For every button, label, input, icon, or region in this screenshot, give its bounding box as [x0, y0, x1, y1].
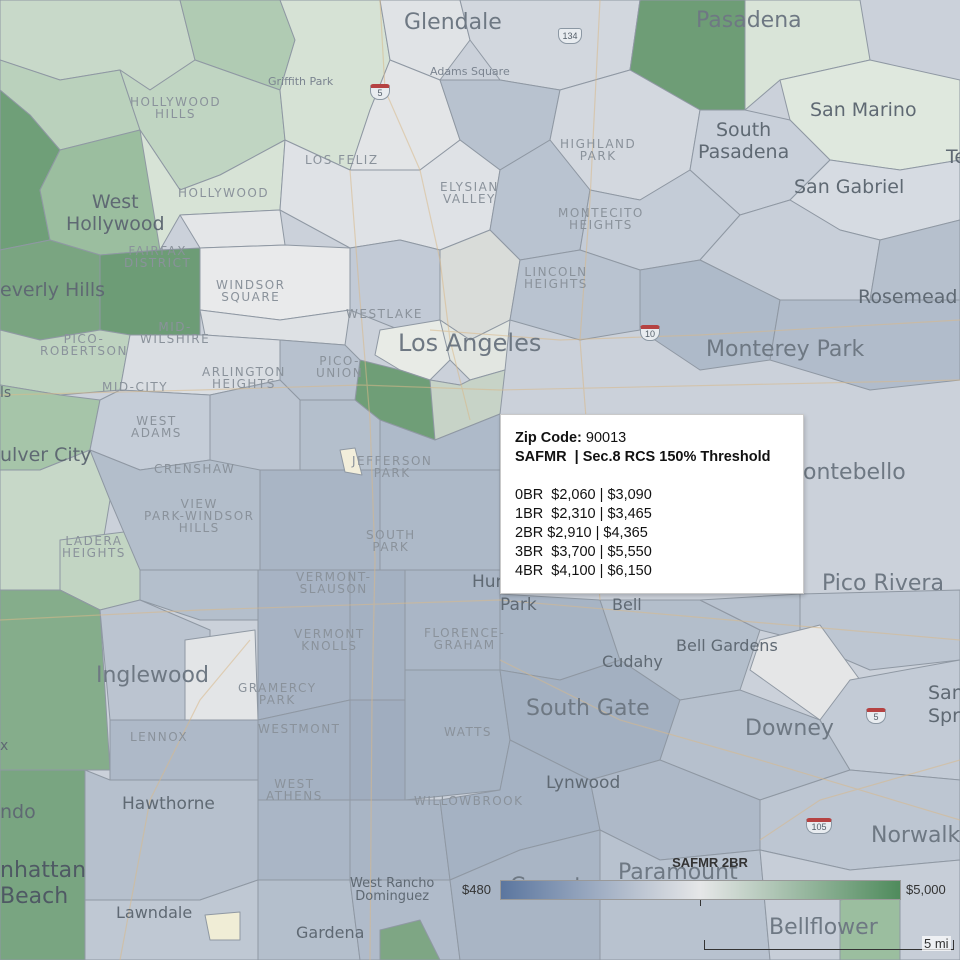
zip-region [379, 0, 471, 81]
legend-min-label: $480 [462, 882, 491, 897]
tooltip-zip-row: Zip Code: 90013 [515, 430, 789, 449]
tooltip-zip-value: 90013 [585, 430, 627, 446]
tooltip-zip-label: Zip Code: [515, 430, 582, 446]
tooltip-row-3br: 3BR $3,700 | $5,550 [515, 544, 652, 560]
zip-region [0, 239, 101, 341]
tooltip-row-1br: 1BR $2,310 | $3,465 [515, 506, 652, 522]
zip-region [0, 769, 86, 960]
zip-tooltip: Zip Code: 90013 SAFMR | Sec.8 RCS 150% T… [500, 414, 804, 594]
zip-region [199, 244, 351, 321]
route-134-shield-icon: 134 [558, 28, 582, 44]
tooltip-row-4br: 4BR $4,100 | $6,150 [515, 563, 652, 579]
zip-region [279, 339, 361, 401]
scale-label: 5 mi [922, 936, 951, 951]
zip-region [99, 247, 201, 336]
interstate-105-shield-icon: 105 [806, 818, 832, 834]
zip-region [339, 447, 363, 476]
zip-region [404, 569, 501, 671]
legend-midpoint-tick [700, 900, 701, 906]
zip-region [0, 329, 131, 396]
zip-region [379, 469, 501, 571]
zip-region [204, 911, 241, 941]
tooltip-row-0br: 0BR $2,060 | $3,090 [515, 487, 652, 503]
interstate-5-shield-icon: 5 [370, 84, 390, 100]
zip-region [379, 919, 441, 960]
zip-region [257, 879, 361, 960]
zip-region [0, 589, 111, 771]
interstate-10-shield-icon: 10 [640, 325, 660, 341]
legend-max-label: $5,000 [906, 882, 946, 897]
zip-region [869, 219, 960, 301]
zip-region [84, 769, 259, 901]
zip-region [349, 879, 461, 960]
zip-region [349, 699, 406, 801]
zip-region [109, 719, 259, 781]
zip-region [139, 569, 261, 621]
zip-region [259, 469, 381, 571]
tooltip-spacer [515, 468, 789, 487]
tooltip-row-2br: 2BR $2,910 | $4,365 [515, 525, 648, 541]
zip-region [209, 379, 301, 471]
legend-color-ramp [500, 880, 901, 900]
zip-region [349, 799, 451, 881]
zip-region [257, 569, 351, 721]
scale-bar [704, 940, 954, 950]
zip-region [349, 569, 406, 701]
zip-region [257, 799, 351, 881]
zip-region [404, 669, 511, 801]
interstate-5-south-shield-icon: 5 [866, 708, 886, 724]
tooltip-header: SAFMR | Sec.8 RCS 150% Threshold [515, 449, 771, 465]
legend-title: SAFMR 2BR [672, 855, 748, 870]
zip-region [299, 399, 381, 471]
